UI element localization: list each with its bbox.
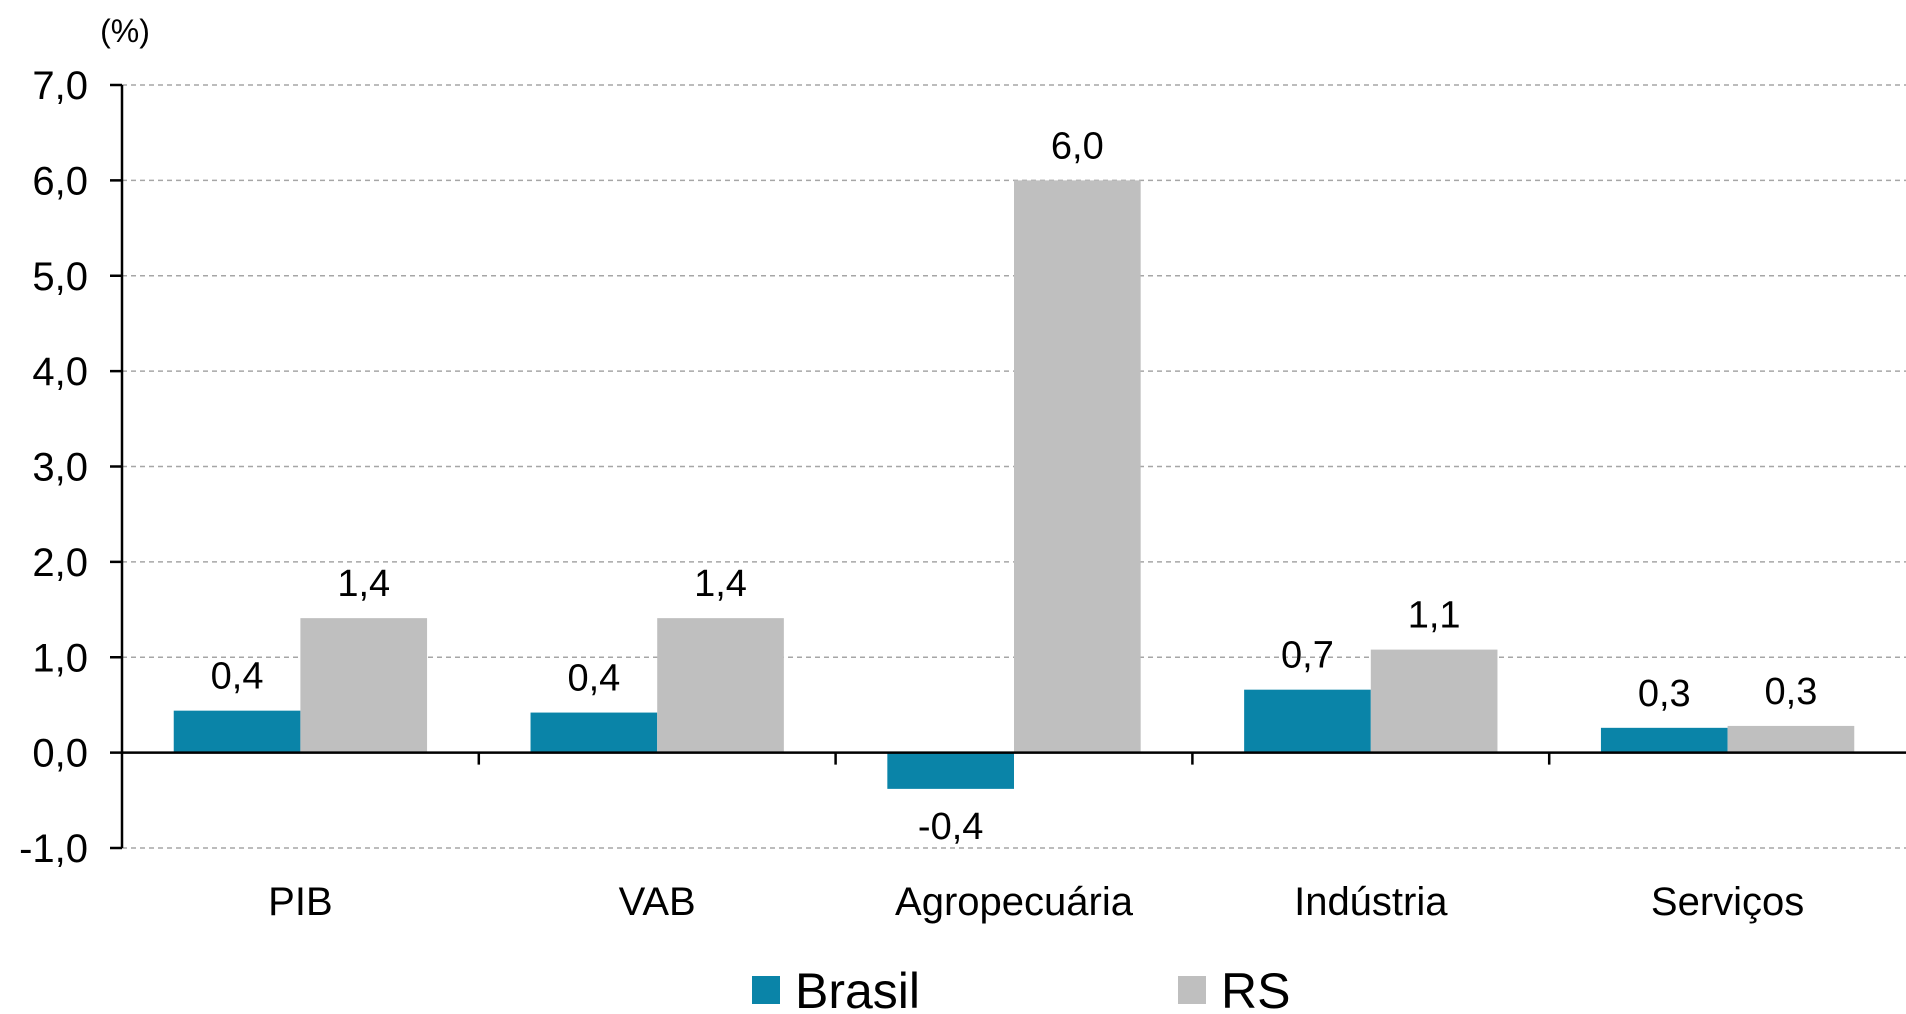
legend-swatch-brasil: [752, 976, 780, 1004]
bar-rs-4: [1727, 725, 1855, 753]
legend-label-rs: RS: [1221, 963, 1290, 1014]
y-tick-label: 3,0: [32, 446, 88, 490]
bar-brasil-1: [530, 712, 658, 753]
bar-rs-2: [1014, 180, 1141, 753]
legend-label-brasil: Brasil: [795, 963, 920, 1014]
data-label: 1,4: [694, 563, 747, 605]
y-unit-label: (%): [100, 13, 150, 49]
y-tick-label: 5,0: [32, 255, 88, 299]
bar-rs-0: [300, 618, 428, 753]
data-labels: 0,4 1,4 0,4 1,4 -0,4 6,0 0,7 1,1 0,3 0,3: [211, 125, 1818, 847]
data-label: 0,3: [1638, 673, 1691, 715]
legend: Brasil RS: [752, 963, 1290, 1014]
x-tick-label: PIB: [268, 880, 332, 924]
y-tick-label: 7,0: [32, 64, 88, 108]
x-tick-labels: PIB VAB Agropecuária Indústria Serviços: [268, 880, 1804, 924]
bar-brasil-3: [1244, 689, 1371, 753]
x-tick-label: Agropecuária: [895, 880, 1134, 924]
y-tick-label: -1,0: [19, 827, 88, 871]
data-label: 0,3: [1765, 671, 1818, 713]
y-tick-label: 2,0: [32, 541, 88, 585]
data-label: 0,4: [211, 656, 264, 698]
y-tick-label: 1,0: [32, 636, 88, 680]
x-tick-label: VAB: [619, 880, 696, 924]
axes: [110, 83, 1906, 850]
bar-brasil-0: [173, 710, 301, 753]
data-label: 6,0: [1051, 125, 1104, 167]
data-label: 0,4: [567, 658, 620, 700]
bar-rs-1: [657, 618, 784, 753]
x-tick-label: Indústria: [1294, 880, 1448, 924]
bar-rs-3: [1370, 649, 1498, 753]
legend-swatch-rs: [1178, 976, 1206, 1004]
y-tick-labels: -1,0 0,0 1,0 2,0 3,0 4,0 5,0 6,0 7,0: [19, 64, 88, 871]
bar-brasil-4: [1600, 727, 1728, 753]
y-tick-label: 0,0: [32, 732, 88, 776]
data-label: 1,4: [337, 563, 390, 605]
bar-brasil-2: [887, 752, 1014, 789]
bars: [173, 180, 1855, 789]
data-label: -0,4: [918, 806, 983, 848]
x-tick-label: Serviços: [1651, 880, 1804, 924]
y-tick-label: 4,0: [32, 350, 88, 394]
data-label: 0,7: [1281, 635, 1334, 677]
data-label: 1,1: [1408, 595, 1461, 637]
y-tick-label: 6,0: [32, 159, 88, 203]
